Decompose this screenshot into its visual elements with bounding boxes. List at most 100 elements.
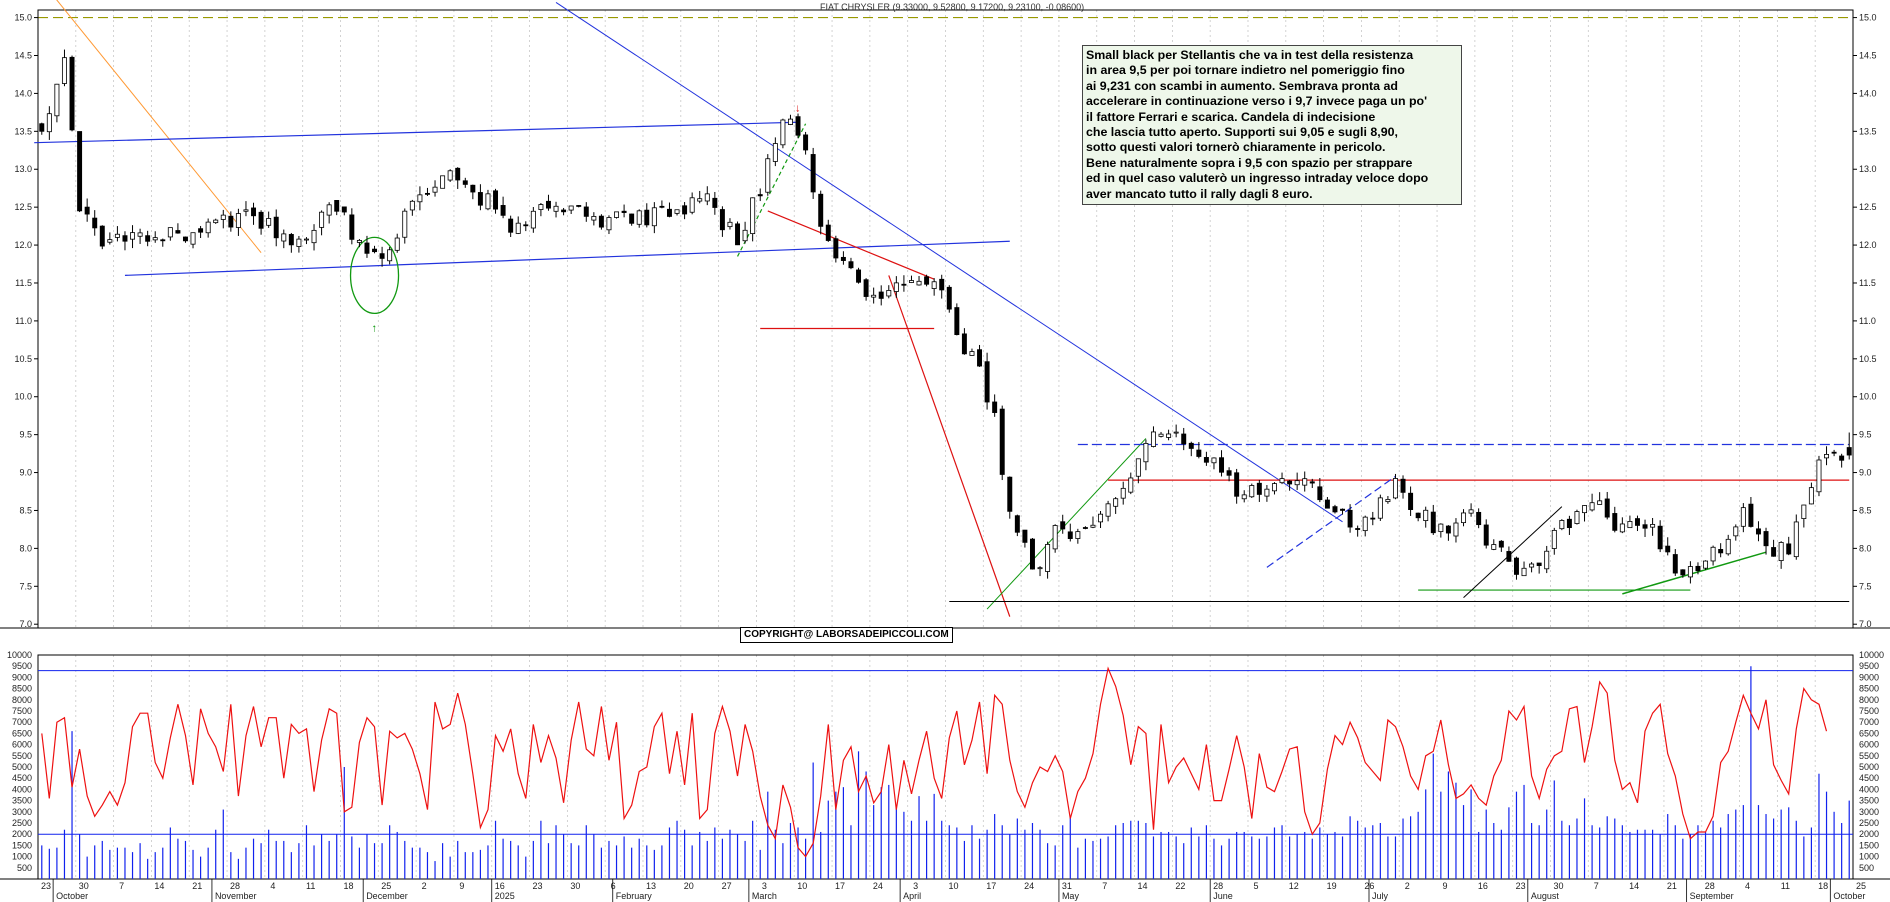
candle-body: [961, 333, 967, 355]
candle: [795, 113, 801, 139]
volume-tick-label: 7500: [12, 706, 32, 716]
candle: [1612, 506, 1618, 533]
candle: [1423, 506, 1429, 528]
candle-body: [1203, 457, 1209, 463]
candle: [92, 210, 98, 236]
date-tick-label: 16: [495, 881, 505, 891]
candle-body: [1816, 459, 1822, 493]
candle-body: [735, 223, 741, 246]
major-downtrend-line: [555, 1, 1343, 523]
candle-body: [69, 56, 75, 131]
month-label: February: [616, 891, 653, 901]
candle: [1211, 457, 1217, 470]
candle-body: [659, 205, 665, 208]
candle-body: [1408, 492, 1414, 510]
date-tick-label: 2: [422, 881, 427, 891]
candle: [1786, 536, 1792, 556]
candle: [810, 147, 816, 199]
candle-body: [379, 253, 385, 259]
price-tick-label: 11.0: [1859, 316, 1876, 326]
candle: [1150, 426, 1156, 448]
candle: [1551, 527, 1557, 555]
candle-body: [840, 256, 846, 261]
candle-body: [1771, 547, 1777, 557]
volume-tick-label: 10000: [1859, 650, 1884, 660]
candle: [1733, 524, 1739, 541]
date-tick-label: 28: [1705, 881, 1715, 891]
date-tick-label: 30: [570, 881, 580, 891]
candle-body: [1491, 544, 1497, 550]
candle-body: [1483, 524, 1489, 546]
candle: [288, 232, 294, 253]
candle: [939, 274, 945, 299]
candle-body: [1196, 449, 1202, 457]
candle: [1808, 482, 1814, 505]
date-tick-label: 30: [1553, 881, 1563, 891]
candle: [712, 191, 718, 215]
candle-body: [440, 175, 446, 189]
date-tick-label: 18: [1818, 881, 1828, 891]
candle-body: [1551, 529, 1557, 549]
candle: [485, 189, 491, 211]
volume-tick-label: 6500: [12, 728, 32, 738]
candle-body: [984, 361, 990, 403]
candle: [576, 205, 582, 208]
candle-body: [1703, 560, 1709, 569]
candle-body: [606, 217, 612, 231]
date-tick-label: 9: [1443, 881, 1448, 891]
date-tick-label: 18: [343, 881, 353, 891]
volume-tick-label: 5000: [12, 762, 32, 772]
candle: [319, 210, 325, 236]
date-tick-label: 17: [986, 881, 996, 891]
candle: [1158, 431, 1164, 438]
candle: [727, 218, 733, 230]
date-tick-label: 7: [119, 881, 124, 891]
price-tick-label: 15.0: [1859, 13, 1877, 23]
candle-body: [901, 283, 907, 286]
uptrend-dashed-line: [736, 123, 807, 257]
candle: [840, 251, 846, 265]
candle-body: [1128, 477, 1134, 493]
volume-tick-label: 6500: [1859, 728, 1879, 738]
candle: [787, 114, 793, 126]
candle-body: [1430, 511, 1436, 534]
candle: [780, 118, 786, 149]
candle: [394, 233, 400, 253]
volume-tick-label: 6000: [1859, 740, 1879, 750]
volume-tick-label: 8500: [1859, 684, 1879, 694]
candle-body: [326, 204, 332, 216]
volume-tick-label: 9500: [1859, 661, 1879, 671]
candle: [1687, 561, 1693, 584]
candle-body: [1317, 486, 1323, 501]
candle: [931, 278, 937, 296]
candle: [198, 225, 204, 239]
candle-body: [780, 119, 786, 146]
candle-body: [629, 213, 635, 224]
volume-tick-label: 9000: [1859, 672, 1879, 682]
candle-body: [1521, 567, 1527, 577]
candle-body: [1294, 480, 1300, 486]
candle-body: [697, 198, 703, 202]
candle-body: [1271, 483, 1277, 492]
date-tick-label: 28: [1213, 881, 1223, 891]
volume-tick-label: 7000: [1859, 717, 1879, 727]
candle-body: [931, 281, 937, 289]
candle: [969, 348, 975, 356]
candle: [152, 231, 158, 243]
candle-body: [137, 232, 143, 237]
candle-body: [1347, 509, 1353, 528]
candle-body: [939, 278, 945, 291]
candle-body: [636, 210, 642, 225]
candle: [182, 236, 188, 243]
candle: [946, 285, 952, 313]
signal-markers: ↑↓: [372, 103, 801, 335]
price-tick-label: 12.5: [1859, 202, 1877, 212]
candle-body: [1045, 544, 1051, 572]
candle-body: [757, 194, 763, 197]
volume-tick-label: 4500: [1859, 773, 1879, 783]
candle: [1287, 479, 1293, 491]
trendlines: [34, 0, 1850, 617]
candle-body: [1604, 498, 1610, 518]
candle: [281, 229, 287, 249]
candle-body: [810, 154, 816, 193]
